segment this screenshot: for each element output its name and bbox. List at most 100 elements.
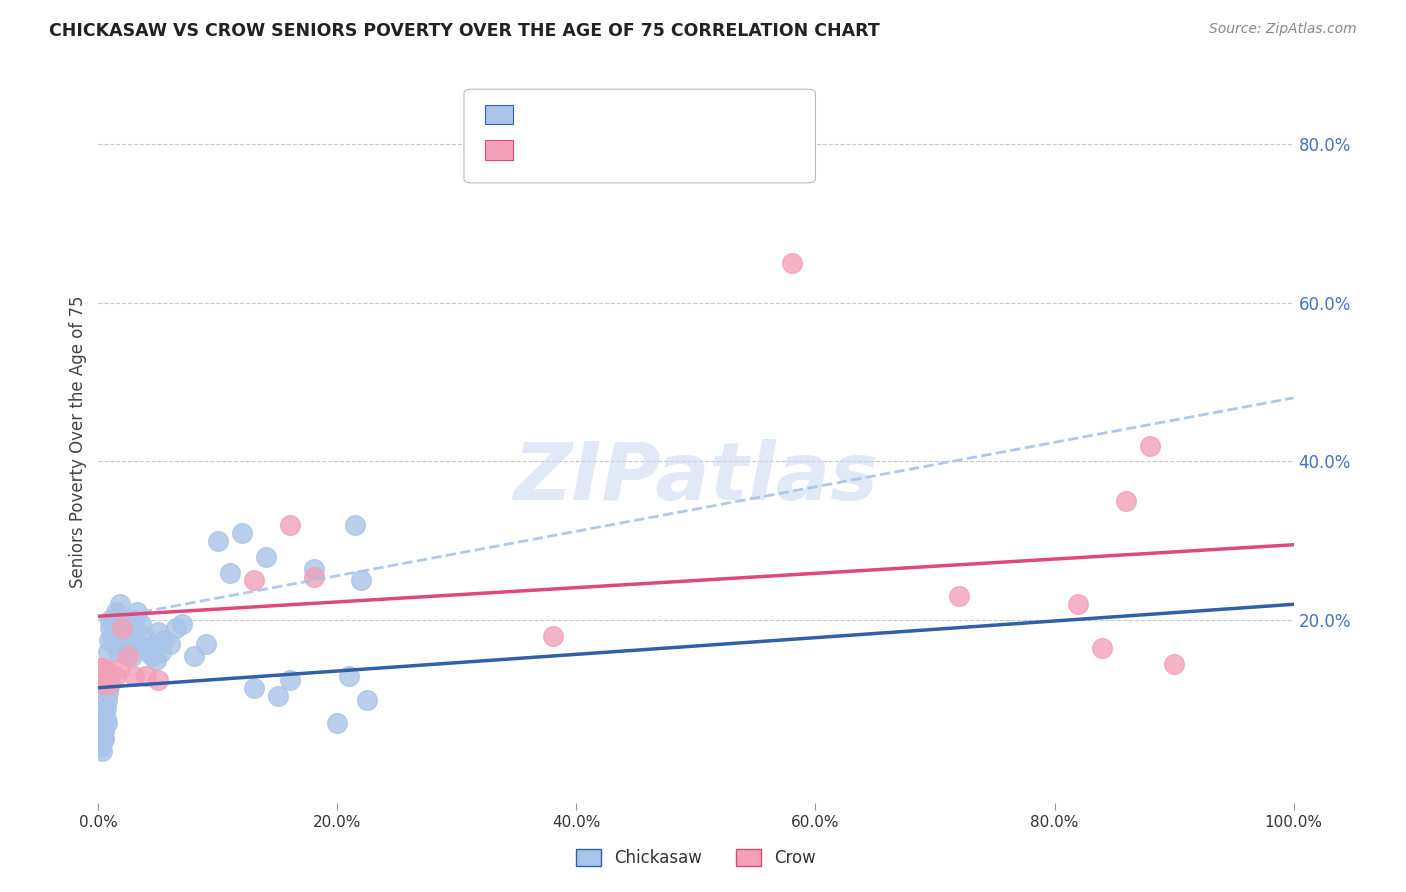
Point: [172, 617, 194, 632]
Point: [254, 549, 277, 564]
Point: [344, 517, 367, 532]
Point: [243, 574, 266, 588]
Point: [153, 633, 176, 648]
Text: ZIPatlas: ZIPatlas: [513, 439, 879, 516]
Point: [89, 661, 111, 675]
Point: [91, 732, 114, 747]
Text: 66: 66: [679, 110, 702, 128]
Point: [302, 569, 325, 583]
Point: [780, 256, 803, 270]
Point: [107, 645, 129, 659]
Point: [118, 633, 141, 648]
Point: [94, 669, 117, 683]
Point: [98, 621, 122, 635]
Point: [948, 590, 970, 604]
Point: [1163, 657, 1185, 671]
Point: [231, 525, 253, 540]
Text: N =: N =: [637, 145, 673, 163]
Point: [98, 613, 122, 627]
Point: [326, 716, 349, 731]
Point: [94, 713, 117, 727]
Point: [267, 689, 290, 703]
Point: [195, 637, 218, 651]
Point: [125, 605, 148, 619]
Point: [159, 637, 181, 651]
Point: [97, 645, 120, 659]
Point: [356, 692, 378, 706]
Point: [219, 566, 242, 580]
Point: [117, 648, 139, 663]
Text: R =: R =: [524, 145, 561, 163]
Point: [91, 720, 114, 734]
Text: 0.181: 0.181: [567, 145, 619, 163]
Point: [91, 716, 114, 731]
Text: N =: N =: [637, 110, 673, 128]
Point: [124, 613, 146, 627]
Point: [141, 648, 163, 663]
Point: [149, 645, 172, 659]
Point: [207, 533, 229, 548]
Point: [148, 625, 170, 640]
Point: [97, 684, 120, 698]
Point: [101, 617, 124, 632]
Point: [97, 665, 120, 679]
Point: [1139, 438, 1161, 452]
Point: [91, 736, 114, 750]
Point: [91, 661, 114, 675]
Point: [1067, 597, 1090, 611]
Point: [91, 708, 114, 723]
Point: [90, 724, 112, 739]
Point: [98, 676, 122, 690]
Point: [93, 669, 115, 683]
Point: [114, 637, 136, 651]
Point: [105, 669, 128, 683]
Point: [108, 661, 131, 675]
Text: 27: 27: [679, 145, 703, 163]
Point: [145, 653, 167, 667]
Point: [103, 633, 125, 648]
Point: [100, 629, 122, 643]
Point: [111, 621, 134, 635]
Point: [131, 617, 153, 632]
Point: [98, 633, 121, 648]
Point: [128, 637, 150, 651]
Point: [278, 517, 301, 532]
Y-axis label: Seniors Poverty Over the Age of 75: Seniors Poverty Over the Age of 75: [69, 295, 87, 588]
Point: [105, 605, 128, 619]
Point: [350, 574, 373, 588]
Point: [1115, 494, 1137, 508]
Text: 0.231: 0.231: [567, 110, 619, 128]
Legend: Chickasaw, Crow: Chickasaw, Crow: [569, 842, 823, 874]
Point: [165, 621, 187, 635]
Point: [112, 621, 135, 635]
Point: [91, 676, 114, 690]
Point: [135, 669, 157, 683]
Point: [135, 640, 157, 655]
Point: [1091, 640, 1114, 655]
Point: [91, 744, 114, 758]
Point: [107, 633, 129, 648]
Point: [93, 724, 115, 739]
Point: [104, 637, 127, 651]
Point: [93, 732, 115, 747]
Point: [124, 669, 146, 683]
Point: [90, 740, 112, 755]
Point: [541, 629, 564, 643]
Point: [117, 625, 139, 640]
Point: [148, 673, 170, 687]
Point: [339, 669, 361, 683]
Point: [89, 732, 111, 747]
Text: CHICKASAW VS CROW SENIORS POVERTY OVER THE AGE OF 75 CORRELATION CHART: CHICKASAW VS CROW SENIORS POVERTY OVER T…: [49, 22, 880, 40]
Point: [302, 561, 325, 575]
Point: [94, 700, 117, 714]
Point: [243, 681, 266, 695]
Text: Source: ZipAtlas.com: Source: ZipAtlas.com: [1209, 22, 1357, 37]
Point: [108, 597, 131, 611]
Point: [132, 629, 155, 643]
Point: [96, 716, 118, 731]
Point: [96, 692, 118, 706]
Point: [183, 648, 205, 663]
Point: [138, 645, 160, 659]
Point: [121, 648, 143, 663]
Point: [111, 613, 134, 627]
